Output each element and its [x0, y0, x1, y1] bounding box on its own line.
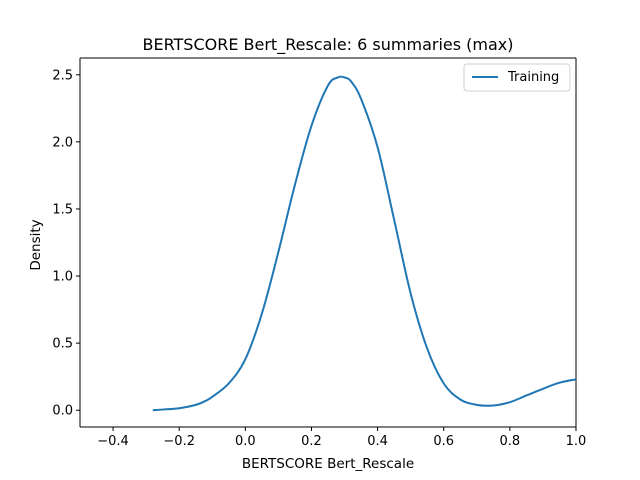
- legend-box: [463, 63, 571, 92]
- y-tick-label: 1.5: [52, 202, 73, 217]
- series-line-training: [152, 75, 577, 412]
- x-axis-label: BERTSCORE Bert_Rescale: [242, 456, 414, 472]
- y-tick-label: 1.0: [52, 270, 73, 285]
- x-tick-label: 0.6: [433, 434, 454, 449]
- legend: Training: [463, 63, 571, 92]
- y-axis-label: Density: [28, 219, 44, 270]
- x-tick-label: 1.0: [566, 434, 587, 449]
- x-tick-label: 0.2: [301, 434, 322, 449]
- x-tick-label: 0.4: [367, 434, 388, 449]
- x-tick-label: −0.2: [163, 434, 195, 449]
- x-tick-label: 0.0: [235, 434, 256, 449]
- x-tick-label: −0.4: [97, 434, 129, 449]
- y-tick-label: 2.5: [52, 68, 73, 83]
- x-tick-label: 0.8: [500, 434, 521, 449]
- y-tick-label: 2.0: [52, 135, 73, 150]
- chart-title: BERTSCORE Bert_Rescale: 6 summaries (max…: [142, 35, 513, 55]
- y-tick-label: 0.0: [52, 404, 73, 419]
- legend-label-training: Training: [507, 70, 559, 85]
- y-tick-label: 0.5: [52, 337, 73, 352]
